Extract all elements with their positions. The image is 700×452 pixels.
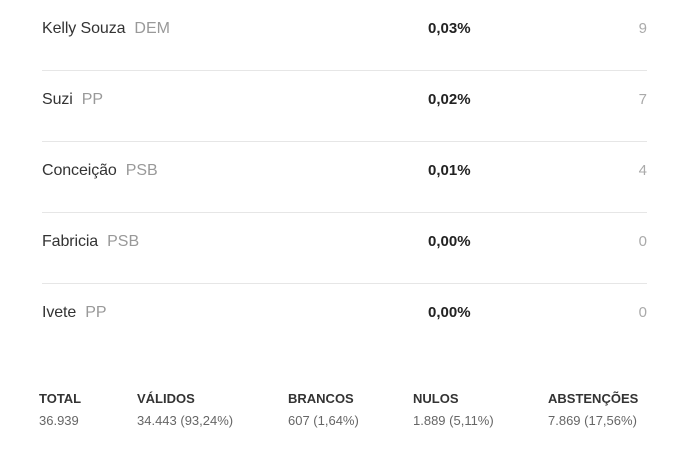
candidate-info: Fabricia PSB bbox=[42, 232, 139, 252]
summary-nulos: NULOS 1.889 (5,11%) bbox=[413, 390, 494, 429]
candidate-row: Suzi PP 0,02% 7 bbox=[42, 71, 647, 142]
summary-validos: VÁLIDOS 34.443 (93,24%) bbox=[137, 390, 233, 429]
summary-nulos-label: NULOS bbox=[413, 391, 459, 406]
candidate-name: Conceição bbox=[42, 162, 117, 179]
candidate-percent: 0,00% bbox=[428, 233, 471, 250]
candidate-row: Ivete PP 0,00% 0 bbox=[42, 284, 647, 355]
candidate-votes: 7 bbox=[638, 91, 647, 108]
candidate-votes: 9 bbox=[638, 20, 647, 37]
candidate-votes: 0 bbox=[638, 304, 647, 321]
candidate-votes: 0 bbox=[638, 233, 647, 250]
candidate-info: Kelly Souza DEM bbox=[42, 19, 170, 39]
candidate-name: Kelly Souza bbox=[42, 20, 126, 37]
summary-validos-value: 34.443 (93,24%) bbox=[137, 413, 234, 428]
summary-total: TOTAL 36.939 bbox=[39, 390, 81, 429]
candidate-party: PSB bbox=[107, 233, 140, 250]
candidate-percent: 0,00% bbox=[428, 304, 471, 321]
candidate-votes: 4 bbox=[638, 162, 647, 179]
candidate-row: Fabricia PSB 0,00% 0 bbox=[42, 213, 647, 284]
summary-validos-label: VÁLIDOS bbox=[137, 391, 195, 406]
candidate-percent: 0,02% bbox=[428, 91, 471, 108]
candidate-list: Kelly Souza DEM 0,03% 9 Suzi PP 0,02% 7 Co… bbox=[42, 0, 647, 355]
candidate-party: PP bbox=[85, 304, 107, 321]
candidate-percent: 0,01% bbox=[428, 162, 471, 179]
candidate-percent: 0,03% bbox=[428, 20, 471, 37]
summary-abstencoes-label: ABSTENÇÕES bbox=[548, 391, 639, 406]
candidate-info: Conceição PSB bbox=[42, 161, 158, 181]
candidate-name: Fabricia bbox=[42, 233, 99, 250]
summary-brancos: BRANCOS 607 (1,64%) bbox=[288, 390, 359, 429]
summary-abstencoes-value: 7.869 (17,56%) bbox=[548, 413, 637, 428]
election-summary: TOTAL 36.939 VÁLIDOS 34.443 (93,24%) BRA… bbox=[39, 390, 659, 435]
summary-total-value: 36.939 bbox=[39, 413, 79, 428]
summary-abstencoes: ABSTENÇÕES 7.869 (17,56%) bbox=[548, 390, 638, 429]
candidate-name: Suzi bbox=[42, 91, 73, 108]
candidate-info: Ivete PP bbox=[42, 303, 107, 323]
summary-brancos-label: BRANCOS bbox=[288, 391, 354, 406]
candidate-info: Suzi PP bbox=[42, 90, 103, 110]
candidate-party: PSB bbox=[125, 162, 158, 179]
candidate-row: Kelly Souza DEM 0,03% 9 bbox=[42, 0, 647, 71]
candidate-row: Conceição PSB 0,01% 4 bbox=[42, 142, 647, 213]
candidate-party: PP bbox=[81, 91, 104, 108]
summary-brancos-value: 607 (1,64%) bbox=[288, 413, 359, 428]
candidate-party: DEM bbox=[134, 20, 170, 37]
summary-nulos-value: 1.889 (5,11%) bbox=[413, 413, 494, 428]
candidate-name: Ivete bbox=[42, 304, 77, 321]
summary-total-label: TOTAL bbox=[39, 391, 82, 406]
